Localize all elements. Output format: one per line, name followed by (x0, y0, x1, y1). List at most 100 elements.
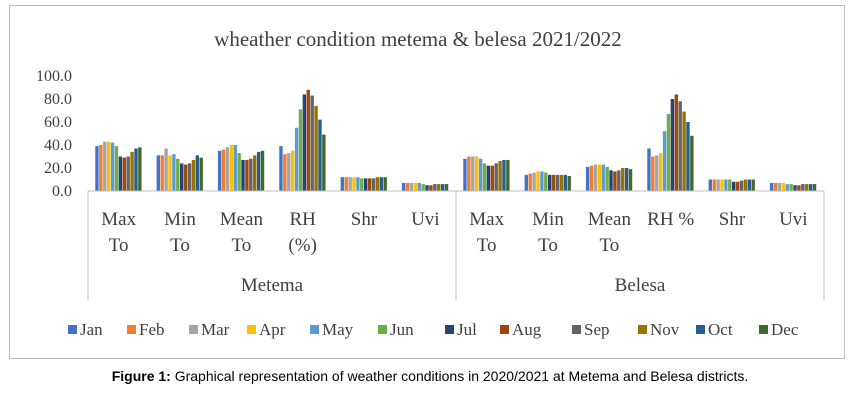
bar-jun (789, 184, 793, 191)
bar-jun (298, 109, 303, 191)
bar-aug (122, 157, 126, 191)
category-label: To (170, 235, 190, 256)
y-tick-label: 60.0 (44, 114, 72, 131)
legend-label-jun: Jun (390, 320, 414, 339)
bar-jan (708, 179, 712, 191)
bar-aug (183, 164, 188, 191)
bar-aug (551, 174, 556, 191)
bar-jul (486, 165, 491, 191)
bar-jun (176, 158, 180, 191)
bar-sep (126, 156, 130, 191)
legend-label-mar: Mar (201, 320, 230, 339)
bar-apr (229, 145, 234, 191)
legend-label-feb: Feb (139, 320, 165, 339)
bar-jan (340, 177, 344, 191)
category-label: RH % (647, 209, 694, 230)
bar-mar (409, 182, 414, 191)
bar-jul (548, 174, 552, 191)
bar-nov (437, 184, 441, 191)
group-label: Belesa (615, 275, 666, 296)
bar-sep (187, 163, 192, 191)
legend-label-sep: Sep (584, 320, 610, 339)
bar-mar (103, 141, 107, 191)
legend: Jan Feb Mar Apr May Jun Jul Aug Sep Nov Oct Dec (68, 320, 799, 339)
chart-frame (9, 5, 845, 359)
bar-sep (494, 163, 498, 191)
bar-feb (528, 173, 532, 191)
bar-dec (690, 135, 694, 191)
bar-feb (467, 156, 471, 191)
bar-dec (199, 157, 203, 191)
bar-oct (440, 184, 445, 191)
chart-title: wheather condition metema & belesa 2021/… (214, 27, 622, 51)
bar-apr (290, 150, 295, 191)
category-label: Max (101, 209, 136, 230)
bar-sep (678, 101, 682, 191)
bar-dec (444, 184, 449, 191)
bar-aug (367, 178, 372, 191)
bar-jan (279, 146, 283, 191)
bar-aug (429, 185, 433, 191)
bar-jul (609, 170, 613, 191)
bar-jan (401, 182, 406, 191)
group-label: Metema (241, 275, 304, 296)
bar-feb (99, 145, 103, 191)
bar-aug (735, 181, 740, 191)
bar-oct (747, 179, 751, 191)
legend-swatch-feb (127, 325, 136, 334)
bar-sep (433, 184, 437, 191)
bar-mar (655, 155, 659, 191)
bar-oct (195, 155, 199, 191)
bar-jun (728, 179, 732, 191)
bar-sep (617, 170, 621, 191)
bar-jun (421, 184, 425, 191)
bar-jun (544, 172, 548, 191)
bar-jan (95, 146, 99, 191)
bar-dec (506, 159, 510, 191)
bar-may (110, 142, 115, 191)
bar-apr (352, 177, 356, 191)
bar-jan (524, 174, 528, 191)
legend-swatch-jul (445, 325, 454, 334)
bar-dec (567, 176, 571, 191)
bar-jun (237, 153, 241, 191)
legend-label-jan: Jan (80, 320, 103, 339)
bar-apr (106, 141, 111, 191)
bar-sep (310, 95, 314, 191)
bar-sep (249, 158, 253, 191)
bar-dec (383, 177, 387, 191)
bar-jul (302, 94, 307, 191)
bar-oct (624, 168, 629, 191)
caption-text: Graphical representation of weather cond… (174, 368, 749, 384)
bar-nov (682, 111, 686, 191)
bar-jan (217, 150, 222, 191)
category-label: To (109, 235, 129, 256)
category-label: Max (469, 209, 504, 230)
bar-jun (360, 178, 364, 191)
bar-aug (306, 89, 310, 191)
category-label: Uvi (411, 209, 440, 230)
bar-feb (589, 165, 594, 191)
legend-swatch-jan (68, 325, 77, 334)
bar-oct (134, 148, 138, 191)
bar-jul (118, 156, 123, 191)
bar-oct (318, 119, 322, 191)
bar-oct (563, 174, 567, 191)
bar-feb (221, 149, 226, 191)
category-label: Mean (220, 209, 264, 230)
bar-nov (375, 177, 380, 191)
bar-feb (160, 155, 164, 191)
legend-swatch-aug (500, 325, 509, 334)
legend-label-apr: Apr (259, 320, 286, 339)
legend-swatch-dec (759, 325, 768, 334)
bar-jul (180, 163, 184, 191)
bar-sep (801, 184, 805, 191)
y-tick-label: 40.0 (44, 137, 72, 154)
y-tick-label: 0.0 (52, 183, 72, 200)
bar-nov (498, 161, 502, 191)
bar-oct (808, 184, 813, 191)
bar-jul (732, 181, 736, 191)
category-label: Uvi (779, 209, 808, 230)
legend-label-dec: Dec (771, 320, 799, 339)
bar-jun (666, 113, 671, 191)
